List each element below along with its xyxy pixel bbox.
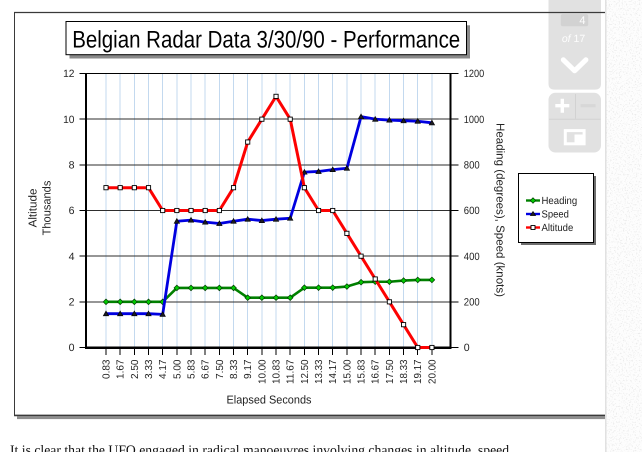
svg-text:18.33: 18.33 xyxy=(399,359,410,384)
svg-text:19.17: 19.17 xyxy=(413,359,424,384)
svg-text:10: 10 xyxy=(63,114,74,126)
svg-text:Heading (degrees), Speed (knot: Heading (degrees), Speed (knots) xyxy=(494,123,506,297)
svg-text:15.00: 15.00 xyxy=(342,359,353,384)
svg-text:of 17: of 17 xyxy=(562,33,586,45)
svg-text:8.33: 8.33 xyxy=(229,359,240,379)
svg-text:2.50: 2.50 xyxy=(130,359,141,379)
svg-text:10.00: 10.00 xyxy=(257,359,268,384)
svg-text:0: 0 xyxy=(464,342,470,354)
svg-text:20.00: 20.00 xyxy=(427,359,438,384)
svg-text:8: 8 xyxy=(69,159,75,171)
svg-text:6.67: 6.67 xyxy=(201,359,212,379)
svg-text:It is clear that the UFO engag: It is clear that the UFO engaged in radi… xyxy=(10,442,509,452)
svg-text:6: 6 xyxy=(69,205,75,217)
svg-text:2: 2 xyxy=(69,296,75,308)
svg-text:0: 0 xyxy=(69,342,75,354)
svg-text:0.83: 0.83 xyxy=(102,359,113,379)
svg-text:12.50: 12.50 xyxy=(300,359,311,384)
svg-text:800: 800 xyxy=(464,159,480,171)
svg-text:Altitude: Altitude xyxy=(542,223,574,234)
svg-text:11.67: 11.67 xyxy=(286,359,297,384)
svg-text:4: 4 xyxy=(579,15,585,27)
svg-text:400: 400 xyxy=(464,251,480,263)
svg-text:Belgian Radar Data 3/30/90 - P: Belgian Radar Data 3/30/90 - Performance xyxy=(72,26,460,53)
svg-text:Altitude: Altitude xyxy=(28,189,40,228)
svg-text:600: 600 xyxy=(464,205,480,217)
svg-text:1000: 1000 xyxy=(464,114,484,126)
svg-text:1200: 1200 xyxy=(464,68,484,80)
svg-text:3.33: 3.33 xyxy=(144,359,155,379)
svg-text:4: 4 xyxy=(69,251,75,263)
svg-text:5.83: 5.83 xyxy=(187,359,198,379)
svg-text:10.83: 10.83 xyxy=(272,359,283,384)
svg-text:13.33: 13.33 xyxy=(314,359,325,384)
svg-text:14.17: 14.17 xyxy=(328,359,339,384)
svg-text:Speed: Speed xyxy=(542,210,570,221)
svg-text:Thousands: Thousands xyxy=(42,180,54,235)
svg-text:15.83: 15.83 xyxy=(357,359,368,384)
svg-text:16.67: 16.67 xyxy=(371,359,382,384)
svg-text:12: 12 xyxy=(63,68,74,80)
svg-text:17.50: 17.50 xyxy=(385,359,396,384)
svg-text:Heading: Heading xyxy=(542,196,578,207)
svg-text:200: 200 xyxy=(464,296,480,308)
svg-text:9.17: 9.17 xyxy=(243,359,254,379)
svg-text:7.50: 7.50 xyxy=(215,359,226,379)
svg-text:4.17: 4.17 xyxy=(158,359,169,379)
svg-text:1.67: 1.67 xyxy=(116,359,127,379)
svg-text:Elapsed Seconds: Elapsed Seconds xyxy=(227,395,312,407)
svg-text:5.00: 5.00 xyxy=(172,359,183,379)
